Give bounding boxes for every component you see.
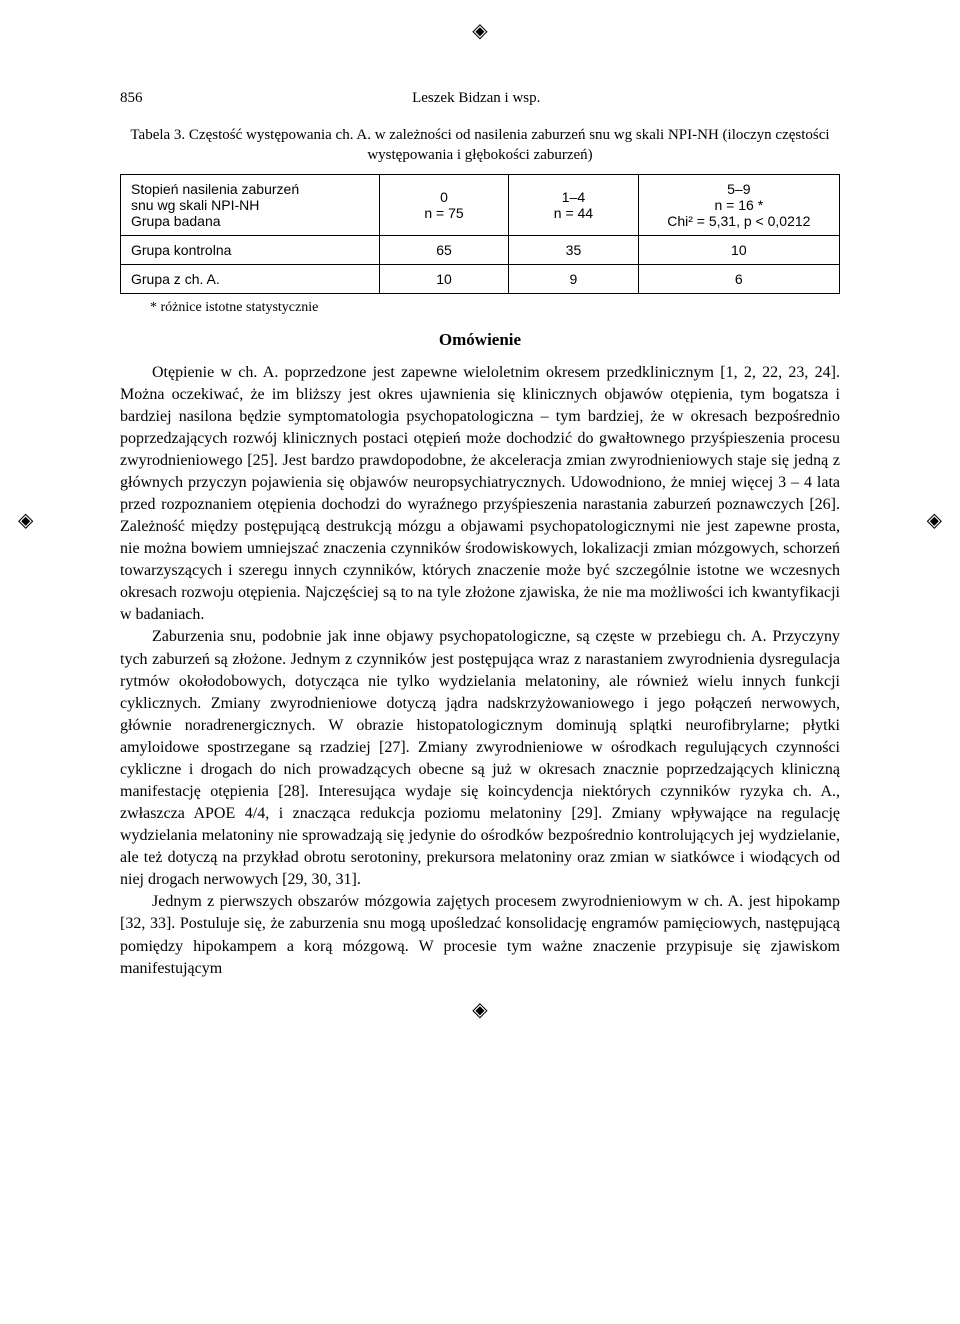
body-paragraph-1: Otępienie w ch. A. poprzedzone jest zape… (120, 362, 840, 627)
crop-mark-left: ◈ (18, 507, 33, 532)
page-container: ◈ ◈ ◈ ◈ 856 Leszek Bidzan i wsp. Tabela … (0, 0, 960, 1040)
col1-line1: 0 (440, 189, 448, 205)
header-left-line3: Grupa badana (131, 213, 221, 229)
crop-mark-right: ◈ (927, 507, 942, 532)
header-left-line2: snu wg skali NPI-NH (131, 197, 259, 213)
col1-line2: n = 75 (424, 205, 463, 221)
row2-c1: 65 (379, 235, 508, 264)
data-table: Stopień nasilenia zaburzeń snu wg skali … (120, 174, 840, 294)
table-caption: Tabela 3. Częstość występowania ch. A. w… (120, 125, 840, 166)
col3-line1: 5–9 (727, 181, 750, 197)
body-paragraph-2: Zaburzenia snu, podobnie jak inne objawy… (120, 626, 840, 891)
col2-line1: 1–4 (562, 189, 585, 205)
row3-label: Grupa z ch. A. (121, 264, 380, 293)
row2-label: Grupa kontrolna (121, 235, 380, 264)
running-head: 856 Leszek Bidzan i wsp. (120, 90, 840, 107)
row2-c2: 35 (509, 235, 638, 264)
table-row: Grupa kontrolna 65 35 10 (121, 235, 840, 264)
body-paragraph-3: Jednym z pierwszych obszarów mózgowia za… (120, 891, 840, 979)
col3-line2: n = 16 * (715, 197, 764, 213)
running-head-text: Leszek Bidzan i wsp. (143, 90, 811, 107)
col3-line3: Chi² = 5,31, p < 0,0212 (667, 213, 810, 229)
table-header-left: Stopień nasilenia zaburzeń snu wg skali … (121, 174, 380, 235)
col2-line2: n = 44 (554, 205, 593, 221)
table-row: Grupa z ch. A. 10 9 6 (121, 264, 840, 293)
row3-c3: 6 (638, 264, 839, 293)
crop-mark-top: ◈ (472, 18, 487, 43)
header-left-line1: Stopień nasilenia zaburzeń (131, 181, 299, 197)
row2-c3: 10 (638, 235, 839, 264)
table-header-col2: 1–4 n = 44 (509, 174, 638, 235)
table-header-col1: 0 n = 75 (379, 174, 508, 235)
table-header-row: Stopień nasilenia zaburzeń snu wg skali … (121, 174, 840, 235)
row3-c2: 9 (509, 264, 638, 293)
section-heading: Omówienie (120, 330, 840, 350)
table-footnote: * różnice istotne statystycznie (150, 300, 840, 316)
crop-mark-bottom: ◈ (472, 997, 487, 1022)
page-number: 856 (120, 90, 143, 107)
row3-c1: 10 (379, 264, 508, 293)
table-header-col3: 5–9 n = 16 * Chi² = 5,31, p < 0,0212 (638, 174, 839, 235)
